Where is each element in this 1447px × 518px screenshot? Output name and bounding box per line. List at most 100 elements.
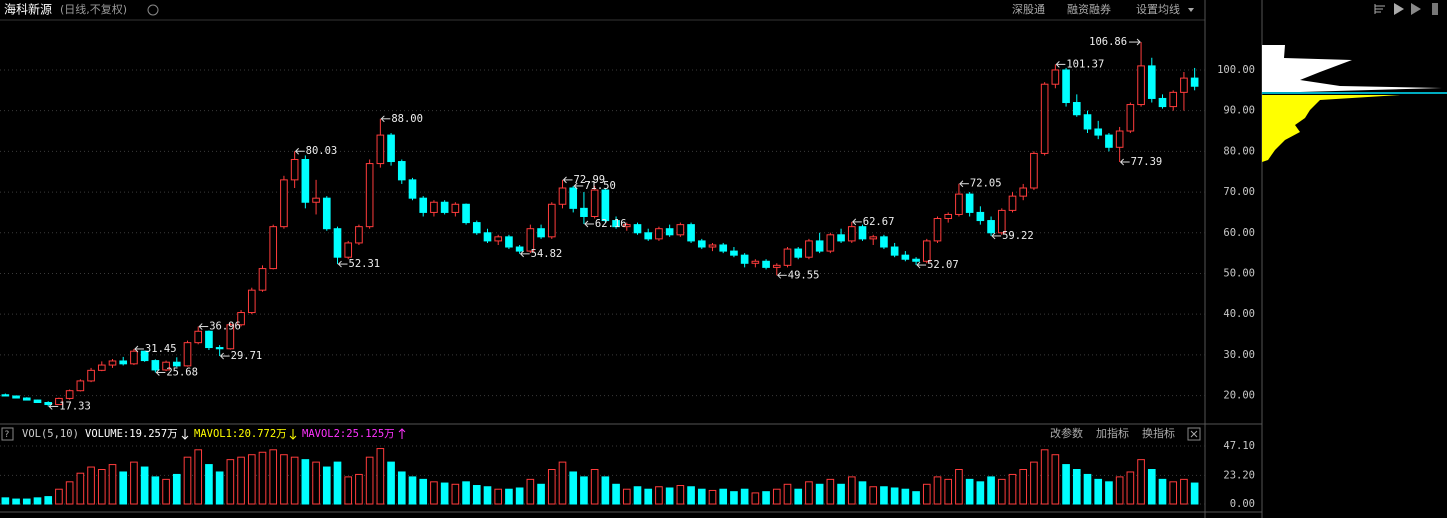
candle-body <box>494 236 503 242</box>
volume-bar <box>880 486 888 505</box>
annotation-label: 54.82 <box>531 248 563 260</box>
volume-bar <box>1083 473 1092 505</box>
candle-body <box>944 213 953 220</box>
button[interactable]: 改参数 <box>1050 426 1083 440</box>
dropdown-icon[interactable] <box>1188 8 1194 12</box>
candle-body <box>247 289 256 314</box>
candle-body <box>922 240 931 262</box>
volume-bar <box>633 486 642 505</box>
candle-body <box>397 161 406 181</box>
toolbar-icon[interactable] <box>1411 3 1421 15</box>
candle-body <box>1147 65 1156 99</box>
volume-bar <box>1147 469 1156 505</box>
annotation-arrowhead <box>573 182 578 190</box>
candle-body <box>1019 187 1028 197</box>
candle-body <box>237 312 245 326</box>
menu-item[interactable]: 设置均线 <box>1136 2 1180 16</box>
candle-body <box>1180 77 1188 93</box>
menu-item[interactable]: 融资融券 <box>1067 2 1111 16</box>
volume-bar <box>119 471 128 505</box>
volume-bar <box>869 486 878 505</box>
volume-bar <box>33 497 42 505</box>
candle-body <box>440 201 449 213</box>
volume-bar <box>1 497 10 505</box>
close-button[interactable] <box>1187 427 1201 441</box>
candle-body <box>997 209 1006 234</box>
annotation-label: 88.00 <box>391 113 423 125</box>
candle-body <box>912 258 920 262</box>
volume-bar <box>355 473 363 505</box>
y-tick-label: 90.00 <box>1223 105 1255 117</box>
volume-bar <box>1169 481 1178 505</box>
candle-body <box>708 244 717 248</box>
volume-bar <box>558 461 567 505</box>
candle-body <box>387 134 395 163</box>
volume-bar <box>622 488 631 505</box>
candle-body <box>430 201 438 213</box>
volume-bar <box>280 454 288 505</box>
volume-bar <box>226 459 235 505</box>
annotation-arrowhead <box>916 261 921 269</box>
candle-body <box>1051 69 1060 85</box>
volume-bar <box>483 486 492 505</box>
button[interactable]: 加指标 <box>1096 426 1129 440</box>
candle-body <box>1115 130 1124 148</box>
annotation-arrowhead <box>134 345 139 353</box>
volume-bar <box>740 488 749 505</box>
close-icon <box>1190 430 1198 438</box>
volume-bar <box>183 456 192 505</box>
volume-bar <box>1180 478 1188 505</box>
candle-body <box>301 159 310 203</box>
candle-body <box>130 350 138 365</box>
candle-body <box>33 399 42 403</box>
candle-body <box>976 211 985 222</box>
trend-arrow <box>398 428 406 439</box>
volume-bar <box>1115 476 1124 505</box>
volume-bar <box>515 487 524 505</box>
menu-item[interactable]: 深股通 <box>1012 3 1045 16</box>
candle-body <box>205 330 213 349</box>
annotation-arrowhead <box>1119 158 1124 166</box>
volume-bar <box>890 487 899 505</box>
annotation-label: 62.67 <box>863 216 895 228</box>
candle-body <box>1105 134 1113 148</box>
y-tick-label: 80.00 <box>1223 145 1255 157</box>
annotation-label: 80.03 <box>306 145 338 157</box>
volume-bar <box>1019 469 1028 505</box>
toolbar-icon[interactable] <box>1394 3 1404 15</box>
candle-body <box>226 324 235 350</box>
volume-bar <box>419 478 428 505</box>
candle-body <box>1190 77 1199 87</box>
candle-body <box>858 226 867 240</box>
candle-body <box>172 361 181 367</box>
y-tick-label: 50.00 <box>1223 267 1255 279</box>
button[interactable]: 换指标 <box>1142 426 1175 440</box>
candle-body <box>772 264 781 268</box>
volume-bar <box>826 478 835 505</box>
toolbar-icon[interactable] <box>1374 4 1385 14</box>
volume-bar <box>933 476 942 505</box>
volume-bar <box>387 461 395 505</box>
help-icon[interactable] <box>1 427 14 441</box>
volume-bar <box>130 461 138 505</box>
candle-body <box>815 240 824 252</box>
volume-bar <box>708 489 717 505</box>
volume-bar <box>1062 464 1070 505</box>
chip-profile <box>1262 95 1400 162</box>
volume-bar <box>601 476 610 505</box>
candle-body <box>1094 128 1103 136</box>
candle-body <box>933 218 942 242</box>
volume-bar <box>494 488 503 505</box>
volume-bar <box>762 491 770 505</box>
candle-body <box>1062 69 1070 104</box>
volume-bar <box>237 456 245 505</box>
settings-icon[interactable] <box>147 4 159 16</box>
candle-body <box>826 234 835 252</box>
candle-body <box>955 193 963 215</box>
toolbar-icon[interactable] <box>1432 3 1438 15</box>
candle-body <box>119 360 128 365</box>
candle-body <box>344 242 353 258</box>
volume-bar <box>965 478 974 505</box>
volume-bar <box>976 481 985 505</box>
